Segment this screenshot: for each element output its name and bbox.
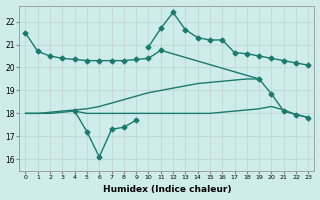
X-axis label: Humidex (Indice chaleur): Humidex (Indice chaleur)	[103, 185, 231, 194]
